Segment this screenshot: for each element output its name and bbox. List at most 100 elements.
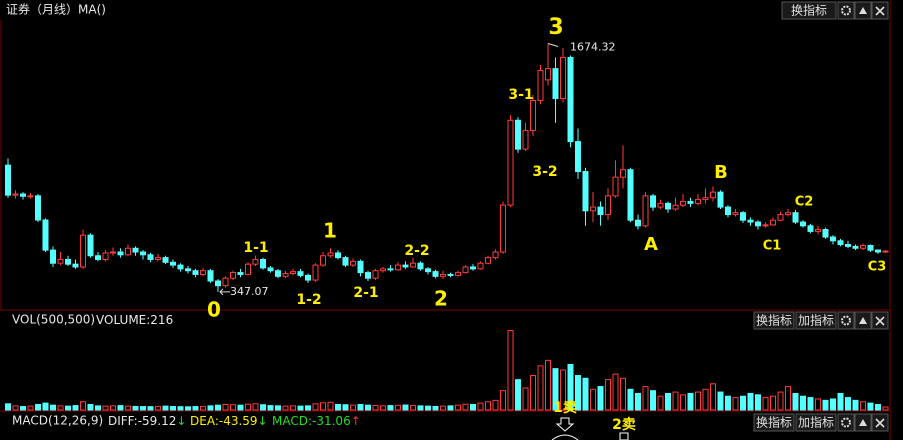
candle-body bbox=[575, 141, 581, 173]
volume-bar bbox=[792, 392, 799, 411]
volume-bar bbox=[432, 405, 439, 411]
button-label[interactable]: 换指标 bbox=[791, 3, 827, 18]
volume-bar bbox=[350, 404, 356, 411]
wave-label: C3 bbox=[868, 260, 887, 275]
candle-body bbox=[342, 257, 349, 266]
volume-bar bbox=[387, 405, 394, 411]
button-label[interactable]: 加指标 bbox=[798, 313, 834, 328]
triangle-icon[interactable] bbox=[859, 419, 867, 426]
candle-body bbox=[552, 68, 559, 100]
volume-bar bbox=[110, 405, 116, 411]
button[interactable] bbox=[753, 413, 795, 432]
volume-bar bbox=[507, 330, 514, 411]
volume-bar bbox=[342, 404, 349, 411]
volume-bar bbox=[80, 401, 86, 411]
settings-button[interactable] bbox=[837, 1, 855, 20]
sell-signal: 1卖 bbox=[553, 399, 577, 416]
candle-body bbox=[102, 252, 109, 260]
settings-button[interactable] bbox=[837, 311, 855, 330]
volume-bar bbox=[282, 405, 289, 411]
wave-label: 3-2 bbox=[532, 164, 557, 180]
triangle-icon[interactable] bbox=[859, 317, 867, 324]
button[interactable] bbox=[795, 413, 837, 432]
button[interactable] bbox=[753, 311, 795, 330]
gear-icon[interactable] bbox=[841, 5, 851, 16]
gear-icon[interactable] bbox=[841, 315, 851, 326]
close-icon[interactable] bbox=[875, 316, 885, 326]
volume-bar bbox=[455, 404, 461, 411]
volume-bar bbox=[875, 403, 881, 411]
macd-title: MACD(12,26,9) bbox=[12, 414, 103, 428]
candle-body bbox=[507, 119, 514, 206]
candle-body bbox=[192, 270, 199, 275]
close-icon[interactable] bbox=[875, 418, 885, 428]
volume-bar bbox=[567, 363, 574, 411]
candle-body bbox=[27, 195, 34, 198]
candle-body bbox=[305, 274, 311, 281]
volume-bar bbox=[177, 406, 184, 411]
candle-body bbox=[357, 260, 364, 274]
volume-bar bbox=[845, 397, 851, 411]
volume-bar bbox=[545, 359, 551, 411]
settings-button[interactable] bbox=[837, 413, 855, 432]
candle-body bbox=[545, 68, 551, 81]
candle-body bbox=[372, 270, 379, 279]
volume-bar bbox=[560, 369, 566, 411]
button[interactable] bbox=[795, 311, 837, 330]
wave-label: 1-1 bbox=[243, 240, 268, 256]
candle-body bbox=[455, 272, 461, 276]
candle-body bbox=[845, 244, 851, 247]
signal-arrow bbox=[619, 432, 629, 440]
volume-bar bbox=[822, 399, 829, 411]
volume-label: VOLUME:216 bbox=[96, 313, 173, 327]
volume-bar bbox=[785, 386, 791, 411]
wave-label: 0 bbox=[207, 298, 221, 322]
volume-bar bbox=[222, 403, 229, 411]
volume-bar bbox=[185, 406, 191, 411]
button-label[interactable]: 换指标 bbox=[756, 313, 792, 328]
triangle-icon[interactable] bbox=[859, 7, 867, 14]
pointer bbox=[547, 43, 559, 47]
volume-bar bbox=[260, 404, 266, 411]
gear-icon[interactable] bbox=[841, 417, 851, 428]
volume-bar bbox=[597, 386, 604, 411]
wave-label: C2 bbox=[795, 195, 814, 210]
candle-body bbox=[665, 202, 671, 210]
candle-body bbox=[627, 169, 634, 221]
volume-bar bbox=[837, 392, 844, 411]
button-label[interactable]: 换指标 bbox=[756, 415, 792, 430]
volume-bar bbox=[755, 394, 761, 411]
button-label[interactable]: 加指标 bbox=[798, 415, 834, 430]
volume-bar bbox=[582, 377, 589, 411]
candle-body bbox=[485, 257, 491, 264]
candle-body bbox=[282, 273, 289, 277]
candle-body bbox=[650, 195, 656, 208]
volume-bar bbox=[395, 404, 401, 411]
candle-body bbox=[35, 195, 41, 221]
volume-bar bbox=[155, 405, 161, 411]
close-icon[interactable] bbox=[875, 6, 885, 16]
volume-bar bbox=[27, 405, 34, 411]
macd-value: MACD:-31.06 bbox=[272, 414, 351, 428]
macd-arrow: ↓ bbox=[258, 414, 268, 428]
volume-bar bbox=[372, 405, 379, 411]
volume-bar bbox=[462, 403, 469, 411]
candle-body bbox=[710, 191, 716, 199]
volume-bar bbox=[732, 397, 739, 411]
candle-body bbox=[260, 258, 266, 269]
candle-body bbox=[672, 204, 679, 210]
candle-body bbox=[402, 264, 409, 268]
volume-bar bbox=[477, 402, 484, 411]
candle-body bbox=[380, 268, 386, 272]
volume-bar bbox=[402, 404, 409, 411]
volume-bar bbox=[575, 375, 581, 411]
candle-body bbox=[830, 236, 836, 242]
candle-body bbox=[605, 195, 611, 216]
candle-body bbox=[747, 219, 754, 223]
candle-body bbox=[275, 270, 281, 277]
volume-bar bbox=[335, 403, 341, 411]
button[interactable] bbox=[781, 1, 837, 20]
volume-bar bbox=[275, 405, 281, 411]
candle-body bbox=[785, 212, 791, 216]
volume-bar bbox=[87, 403, 94, 411]
